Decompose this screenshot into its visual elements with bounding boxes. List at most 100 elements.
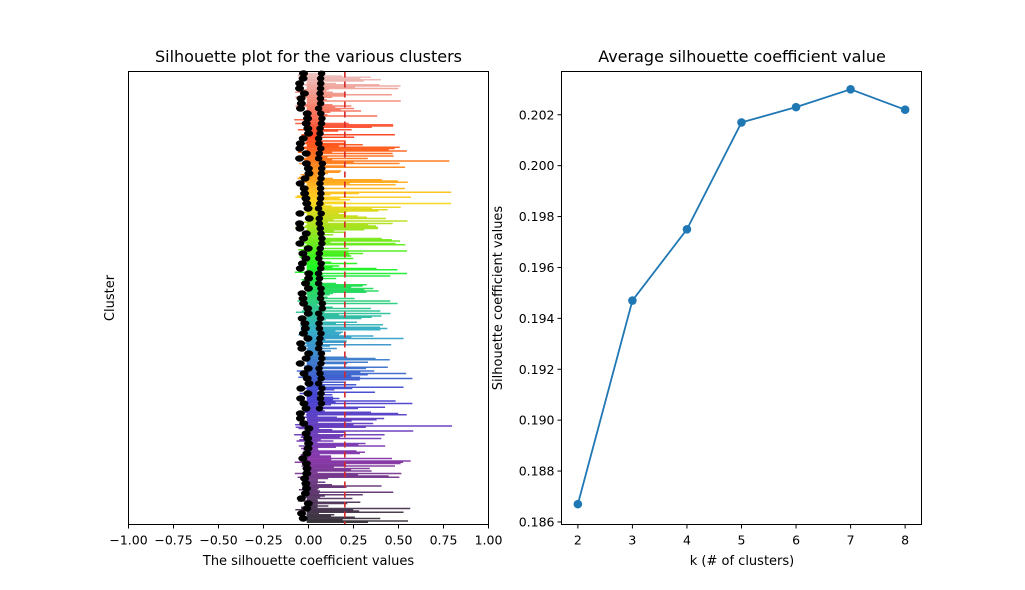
- average-x-tick-label: 8: [901, 533, 909, 548]
- cluster-label-mark: [303, 445, 313, 452]
- silhouette-x-tick-label: 0.75: [430, 533, 458, 548]
- cluster-label-mark: [317, 175, 325, 182]
- cluster-label-mark: [314, 270, 323, 277]
- cluster-label-mark: [318, 300, 327, 307]
- cluster-label-mark: [299, 420, 309, 427]
- cluster-label-mark: [314, 105, 323, 112]
- cluster-label-mark: [296, 385, 306, 392]
- cluster-label-mark: [303, 390, 313, 397]
- average-y-tick-label: 0.192: [519, 362, 555, 377]
- cluster-label-mark: [318, 160, 327, 167]
- cluster-label-mark: [296, 340, 306, 347]
- cluster-label-mark: [297, 260, 307, 267]
- cluster-label-mark: [300, 190, 310, 197]
- average-x-tick-label: 3: [628, 533, 636, 548]
- cluster-label-mark: [316, 225, 325, 232]
- cluster-label-mark: [316, 370, 324, 377]
- cluster-label-mark: [318, 305, 327, 312]
- silhouette-x-tick-label: −0.75: [154, 533, 192, 548]
- cluster-label-mark: [316, 395, 325, 402]
- cluster-label-mark: [297, 290, 307, 297]
- cluster-label-mark: [315, 365, 323, 372]
- cluster-label-mark: [315, 140, 323, 147]
- cluster-label-mark: [317, 350, 326, 357]
- cluster-label-mark: [303, 165, 313, 172]
- silhouette-x-tick-label: 0.00: [295, 533, 323, 548]
- cluster-label-mark: [317, 390, 325, 397]
- cluster-label-mark: [317, 285, 325, 292]
- cluster-label-mark: [298, 455, 308, 462]
- cluster-label-mark: [299, 370, 309, 377]
- cluster-label-mark: [314, 310, 323, 317]
- cluster-label-mark: [302, 450, 312, 457]
- cluster-label-mark: [316, 125, 324, 132]
- cluster-label-mark: [295, 415, 305, 422]
- average-y-label: Silhouette coefficient values: [491, 206, 506, 391]
- cluster-label-mark: [297, 315, 307, 322]
- cluster-label-mark: [316, 245, 325, 252]
- average-y-tick-label: 0.188: [519, 464, 555, 479]
- cluster-label-mark: [318, 235, 326, 242]
- cluster-label-mark: [299, 185, 309, 192]
- cluster-label-mark: [316, 80, 325, 87]
- average-data-point: [737, 118, 746, 127]
- cluster-label-mark: [304, 130, 314, 137]
- cluster-label-mark: [316, 185, 325, 192]
- average-data-point: [573, 499, 583, 509]
- cluster-label-mark: [317, 290, 325, 297]
- cluster-label-mark: [304, 215, 314, 222]
- average-series: [573, 85, 910, 509]
- cluster-label-mark: [296, 105, 306, 112]
- average-series-line: [576, 88, 906, 505]
- average-data-point: [791, 102, 801, 112]
- cluster-label-mark: [314, 155, 323, 162]
- cluster-label-mark: [295, 80, 305, 87]
- cluster-label-mark: [303, 335, 313, 342]
- cluster-label-mark: [304, 170, 314, 177]
- average-title: Average silhouette coefficient value: [598, 47, 886, 66]
- cluster-label-mark: [301, 355, 311, 362]
- cluster-label-mark: [316, 100, 325, 107]
- cluster-label-mark: [301, 405, 311, 412]
- cluster-label-mark: [304, 425, 314, 432]
- cluster-label-mark: [301, 120, 311, 127]
- cluster-label-mark: [318, 385, 326, 392]
- cluster-label-mark: [317, 170, 326, 177]
- silhouette-panel: Silhouette plot for the various clusters…: [103, 47, 502, 569]
- cluster-label-mark: [316, 110, 325, 117]
- cluster-label-mark: [317, 330, 325, 337]
- cluster-label-mark: [303, 245, 313, 252]
- cluster-label-mark: [315, 275, 324, 282]
- cluster-label-mark: [295, 220, 305, 227]
- cluster-label-mark: [316, 195, 325, 202]
- average-data-point: [900, 105, 910, 114]
- cluster-label-mark: [301, 430, 311, 437]
- cluster-label-mark: [317, 165, 326, 172]
- cluster-label-mark: [303, 365, 313, 372]
- silhouette-title: Silhouette plot for the various clusters: [155, 47, 462, 66]
- silhouette-y-label: Cluster: [103, 274, 118, 321]
- cluster-label-mark: [316, 200, 324, 207]
- silhouette-x-ticks: −1.00 −0.75 −0.50 −0.25 0.00 0.25 0.50 0.75 1.00: [109, 524, 502, 548]
- cluster-label-mark: [300, 475, 310, 482]
- silhouette-x-tick-label: −0.50: [199, 533, 237, 548]
- cluster-label-mark: [302, 470, 312, 477]
- cluster-label-mark: [316, 335, 324, 342]
- cluster-label-mark: [299, 235, 309, 242]
- cluster-label-mark: [295, 360, 305, 367]
- cluster-label-mark: [317, 120, 326, 127]
- cluster-label-mark: [299, 400, 309, 407]
- cluster-label-mark: [295, 140, 305, 147]
- average-axes-frame: [561, 71, 922, 525]
- cluster-label-mark: [303, 285, 313, 292]
- average-x-ticks: 2 3 4 5 6 7 8: [574, 524, 909, 548]
- average-y-tick-label: 0.196: [519, 260, 555, 275]
- cluster-label-mark: [300, 175, 310, 182]
- cluster-label-mark: [316, 130, 324, 137]
- cluster-label-mark: [316, 90, 324, 97]
- silhouette-x-tick-label: 0.25: [340, 533, 368, 548]
- cluster-label-mark: [297, 510, 307, 517]
- average-y-tick-label: 0.198: [519, 209, 555, 224]
- cluster-label-mark: [303, 500, 313, 507]
